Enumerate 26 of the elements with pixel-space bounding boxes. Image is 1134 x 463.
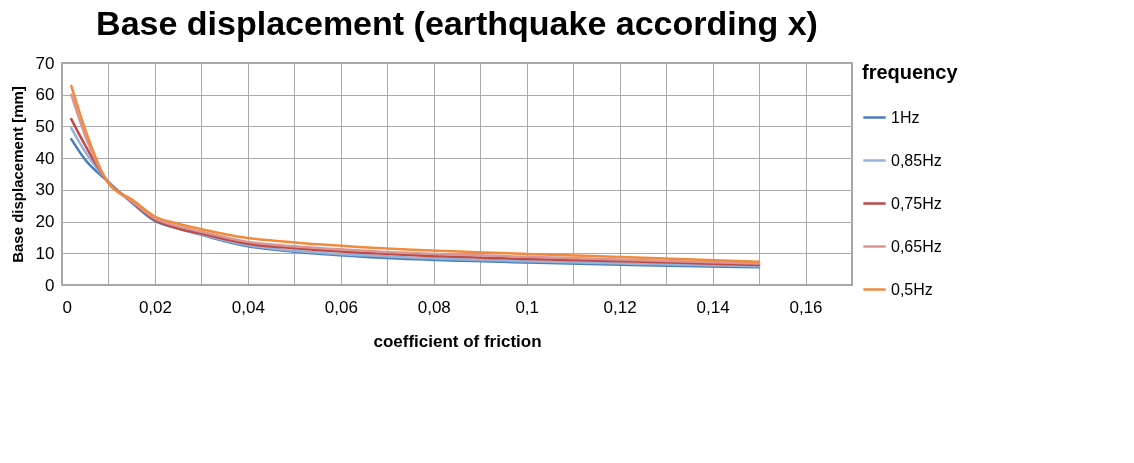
y-tick-label: 0 xyxy=(45,275,55,295)
y-tick-label: 40 xyxy=(35,148,55,168)
y-axis-title: Base displacement [mm] xyxy=(8,86,26,263)
y-tick-label: 50 xyxy=(35,116,55,136)
x-tick-label: 0 xyxy=(62,297,72,317)
x-tick-label: 0,16 xyxy=(789,297,823,317)
x-tick-label: 0,12 xyxy=(603,297,637,317)
legend-label: 0,85Hz xyxy=(891,151,942,169)
x-tick-label: 0,14 xyxy=(696,297,730,317)
y-tick-label: 60 xyxy=(35,85,55,105)
y-tick-label: 70 xyxy=(35,53,55,73)
legend-title: frequency xyxy=(862,61,959,83)
x-tick-label: 0,04 xyxy=(231,297,265,317)
x-tick-label: 0,1 xyxy=(515,297,540,317)
x-axis-title: coefficient of friction xyxy=(373,331,542,351)
legend-label: 1Hz xyxy=(891,108,920,126)
x-tick-label: 0,06 xyxy=(324,297,358,317)
chart-title: Base displacement (earthquake according x) xyxy=(96,4,818,42)
y-tick-label: 30 xyxy=(35,180,55,200)
x-tick-label: 0,02 xyxy=(138,297,172,317)
legend-label: 0,75Hz xyxy=(891,194,942,212)
y-tick-label: 20 xyxy=(35,212,55,232)
x-tick-label: 0,08 xyxy=(417,297,451,317)
legend-label: 0,5Hz xyxy=(891,280,933,298)
legend-label: 0,65Hz xyxy=(891,237,942,255)
y-tick-label: 10 xyxy=(35,243,55,263)
